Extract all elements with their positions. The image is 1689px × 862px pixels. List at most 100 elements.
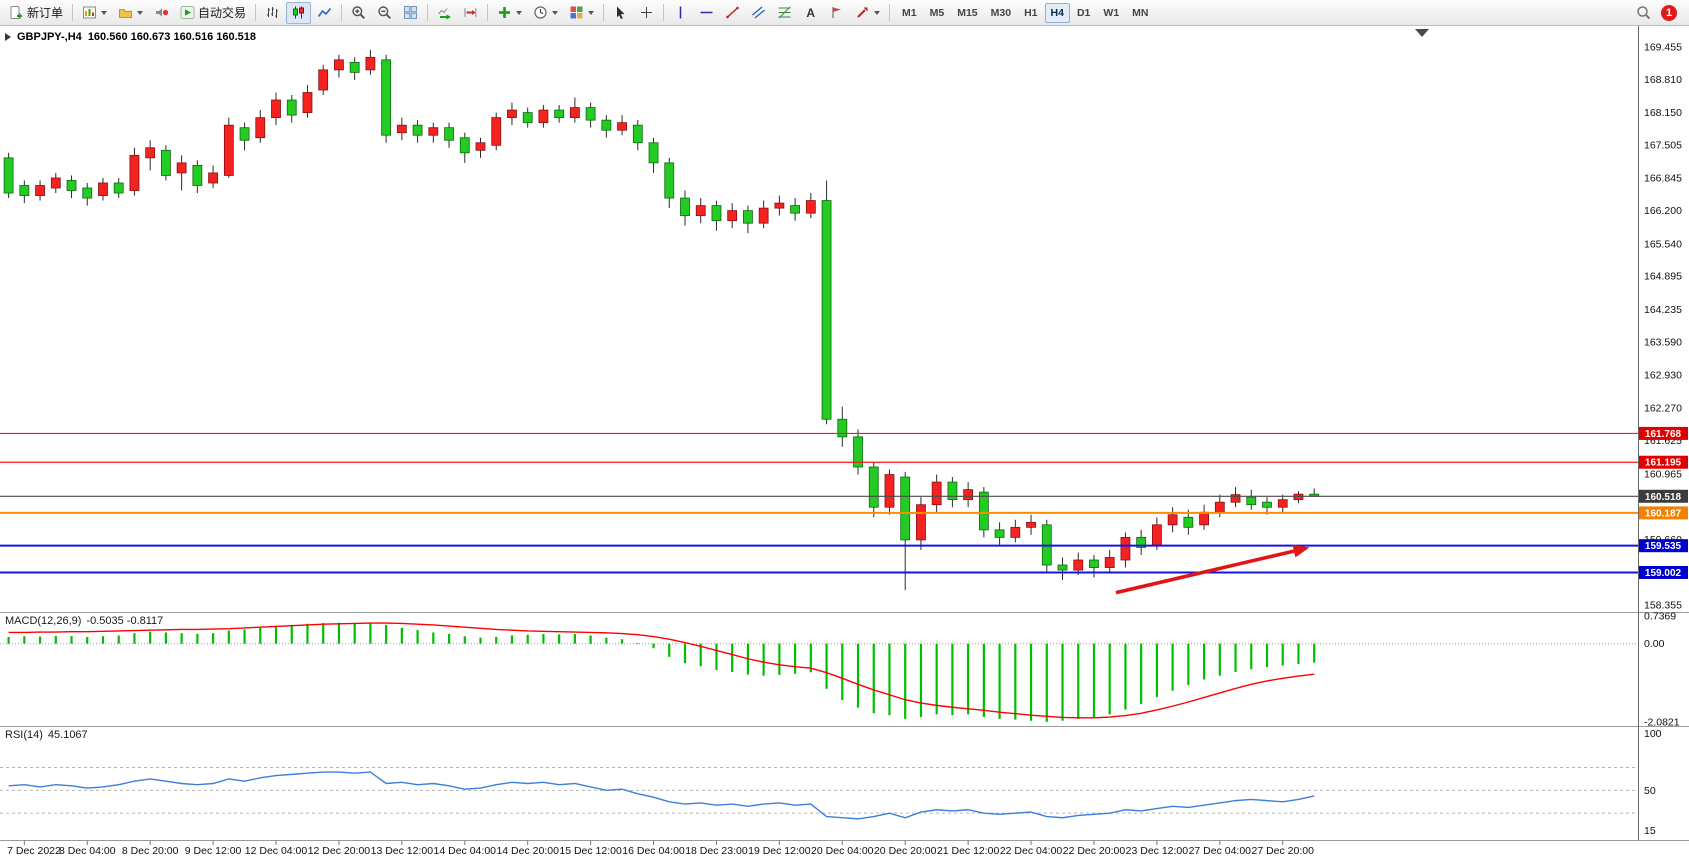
label-flag-icon	[832, 7, 842, 18]
channel-button[interactable]	[746, 2, 771, 24]
macd-axis-label: 0.00	[1644, 638, 1665, 650]
notification-badge[interactable]: 1	[1661, 4, 1677, 21]
bar-chart-type-button[interactable]	[260, 2, 285, 24]
chart-shift-marker[interactable]	[1415, 29, 1429, 37]
price-axis-label: 166.845	[1644, 173, 1682, 185]
new-order-button[interactable]: 新订单	[4, 2, 68, 24]
autotrading-button[interactable]: 自动交易	[175, 2, 251, 24]
arrows-button[interactable]	[850, 2, 885, 24]
auto-scroll-icon	[438, 8, 452, 20]
zoom-out-button[interactable]	[372, 2, 397, 24]
cursor-icon	[617, 6, 625, 19]
candle	[192, 160, 203, 194]
chart-shift-button[interactable]	[458, 2, 483, 24]
horizontal-line-button[interactable]	[694, 2, 719, 24]
auto-scroll-button[interactable]	[432, 2, 457, 24]
time-axis-label: 7 Dec 2022	[7, 845, 61, 857]
price-tag: 160.187	[1639, 506, 1688, 520]
candle	[223, 117, 234, 178]
time-axis-label: 22 Dec 20:00	[1063, 845, 1126, 857]
timeframe-button-h1[interactable]: H1	[1018, 3, 1043, 23]
candle	[837, 406, 848, 447]
indicators-button[interactable]	[492, 2, 527, 24]
rsi-axis-label: 100	[1644, 728, 1662, 740]
text-button[interactable]: A	[798, 2, 823, 24]
time-axis-label: 19 Dec 12:00	[748, 845, 811, 857]
candle	[632, 120, 643, 151]
candle	[884, 469, 895, 515]
candlestick-chart-type-button[interactable]	[286, 1, 312, 24]
time-axis-label: 27 Dec 20:00	[1251, 845, 1314, 857]
profiles-button[interactable]	[113, 2, 148, 24]
line-chart-type-icon	[317, 8, 332, 17]
clock-icon	[534, 6, 547, 19]
arrow-tool-icon	[857, 7, 868, 18]
crosshair-icon	[641, 7, 653, 18]
svg-text:159.535: 159.535	[1645, 541, 1682, 552]
line-chart-type-button[interactable]	[312, 2, 337, 24]
candle	[459, 132, 470, 163]
candle	[664, 157, 675, 209]
new-chart-button[interactable]	[77, 2, 112, 24]
rsi-axis-label: 15	[1644, 825, 1656, 837]
price-axis-label: 169.455	[1644, 42, 1682, 54]
candle	[1104, 549, 1115, 573]
svg-text:161.768: 161.768	[1645, 429, 1682, 440]
trendline-icon	[726, 6, 739, 19]
time-axis-label: 12 Dec 20:00	[308, 845, 371, 857]
templates-button[interactable]	[564, 2, 599, 24]
timeframe-button-m5[interactable]: M5	[924, 3, 951, 23]
macd-histogram	[7, 622, 1316, 722]
timeframe-button-m30[interactable]: M30	[985, 3, 1017, 23]
candle	[255, 110, 266, 143]
zoom-out-icon	[378, 6, 392, 20]
timeframe-button-m1[interactable]: M1	[896, 3, 923, 23]
trendline-button[interactable]	[720, 2, 745, 24]
timeframe-button-d1[interactable]: D1	[1071, 3, 1096, 23]
candle	[774, 195, 785, 216]
price-tag: 159.002	[1639, 565, 1688, 579]
trend-arrow[interactable]	[1115, 544, 1310, 595]
candle	[302, 84, 313, 118]
search-button[interactable]	[1631, 2, 1656, 24]
candle	[1262, 497, 1272, 515]
chart-canvas[interactable]: 169.455 168.810 168.150 167.505 166.845 166.2…	[0, 26, 1689, 862]
one-click-trading-toggle[interactable]	[5, 33, 11, 41]
templates-icon	[570, 6, 583, 19]
chart-shift-icon	[464, 8, 477, 17]
candle	[868, 461, 879, 518]
periods-button[interactable]	[528, 2, 563, 24]
candle	[727, 203, 738, 229]
time-axis-label: 18 Dec 23:00	[685, 845, 748, 857]
dropdown-caret	[874, 10, 881, 15]
candle	[444, 122, 454, 148]
rsi-axis-label: 50	[1644, 785, 1656, 797]
zoom-in-button[interactable]	[346, 2, 371, 24]
candle	[805, 193, 816, 219]
candle	[916, 497, 926, 550]
time-axis-label: 14 Dec 20:00	[496, 845, 559, 857]
candle	[412, 120, 423, 143]
vertical-line-button[interactable]	[668, 2, 693, 24]
timeframe-button-w1[interactable]: W1	[1097, 3, 1125, 23]
toolbar-separator	[663, 4, 665, 21]
candlestick-chart-type-icon	[293, 6, 305, 19]
timeframe-button-h4[interactable]: H4	[1044, 2, 1070, 23]
tile-windows-button[interactable]	[398, 2, 423, 24]
candle	[50, 172, 61, 194]
fibonacci-button[interactable]	[772, 2, 797, 24]
market-watch-button[interactable]	[149, 2, 174, 24]
candle	[900, 472, 911, 591]
candle	[695, 198, 706, 224]
timeframe-button-mn[interactable]: MN	[1126, 3, 1154, 23]
timeframe-button-m15[interactable]: M15	[951, 3, 983, 23]
cursor-button[interactable]	[608, 2, 633, 24]
label-button[interactable]	[824, 2, 849, 24]
toolbar-separator	[341, 4, 343, 21]
candle	[821, 180, 832, 425]
new-order-icon	[10, 6, 22, 19]
time-axis-label: 15 Dec 12:00	[559, 845, 622, 857]
candle	[381, 54, 392, 143]
candle	[790, 198, 800, 221]
crosshair-button[interactable]	[634, 2, 659, 24]
